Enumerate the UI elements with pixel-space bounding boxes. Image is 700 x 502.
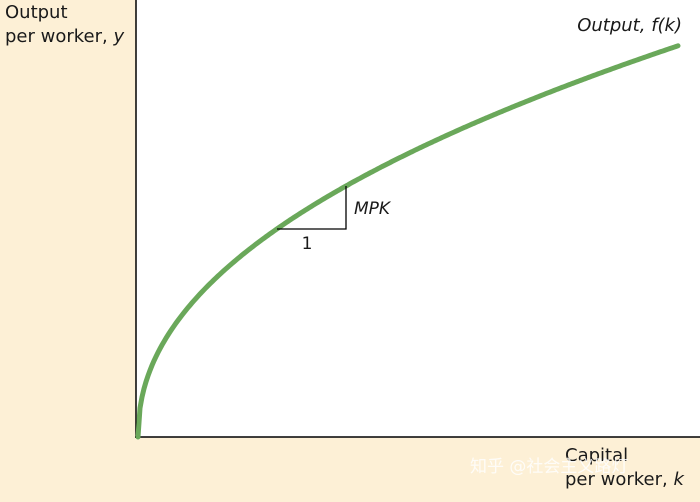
y-axis-label: per worker, y bbox=[5, 26, 124, 47]
slope-label: MPK bbox=[354, 199, 392, 219]
y-axis-label: Output bbox=[5, 2, 68, 23]
x-axis-label: Capital bbox=[565, 445, 628, 466]
y-axis-variable: y bbox=[112, 26, 124, 47]
run-label: 1 bbox=[302, 234, 313, 254]
y-axis-label: per worker, bbox=[5, 26, 108, 47]
watermark: 知乎 @社会主义路灯 bbox=[470, 457, 628, 477]
slope-triangle bbox=[277, 186, 347, 230]
production-curve bbox=[135, 43, 681, 440]
curve-label: Output, f(k) bbox=[577, 15, 682, 36]
x-axis-variable: k bbox=[673, 469, 685, 490]
x-axis-label: per worker, bbox=[565, 469, 668, 490]
x-axis-label: per worker, k bbox=[565, 469, 685, 490]
